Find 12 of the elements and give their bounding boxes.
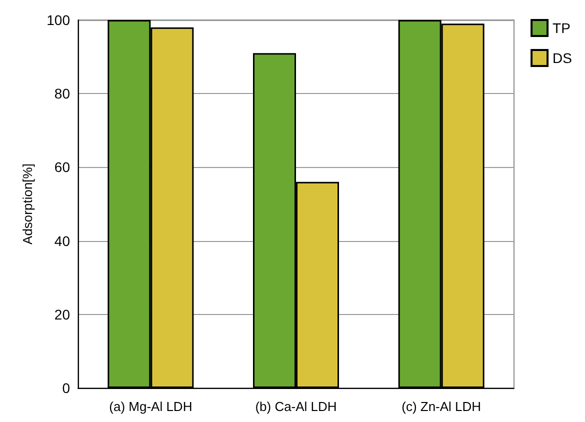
y-tick-label: 60 [54,159,70,176]
x-tick-label: (c) Zn-Al LDH [402,399,482,414]
x-tick-label: (b) Ca-Al LDH [255,399,337,414]
x-tick-label: (a) Mg-Al LDH [109,399,192,414]
y-tick-label: 80 [54,86,70,102]
y-axis-title: Adsorption[%] [20,164,35,244]
legend-label: TP [552,20,570,36]
legend-label: DS [552,50,572,66]
y-tick-label: 100 [46,12,70,28]
y-tick-label: 40 [54,232,70,249]
y-tick-label: 20 [54,306,70,322]
y-tick-label: 0 [62,380,70,396]
